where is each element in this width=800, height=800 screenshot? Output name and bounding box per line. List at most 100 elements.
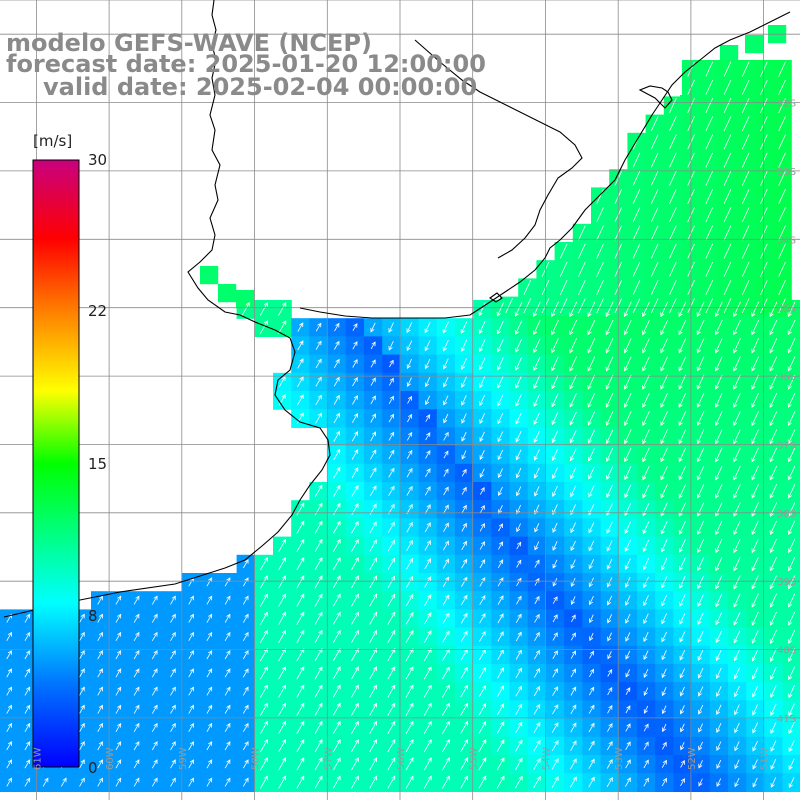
wind-cell <box>345 736 365 756</box>
wind-cell <box>400 736 420 756</box>
wind-arrow <box>751 447 759 463</box>
wind-arrow <box>660 502 668 517</box>
wind-cell <box>473 573 492 592</box>
wind-arrow <box>788 758 795 771</box>
wind-arrow <box>570 650 576 659</box>
wind-arrow <box>596 280 604 295</box>
wind-arrow <box>387 684 396 698</box>
wind-arrow <box>733 319 741 336</box>
wind-arrow <box>278 393 286 406</box>
wind-arrow <box>460 630 468 643</box>
wind-arrow <box>697 575 704 590</box>
wind-arrow <box>351 485 359 497</box>
wind-cell <box>236 554 256 574</box>
wind-arrow <box>569 393 577 408</box>
wind-arrow <box>588 776 595 788</box>
wind-cell <box>546 664 565 683</box>
wind-cell <box>364 536 383 556</box>
wind-cell <box>109 645 128 665</box>
wind-cell <box>182 736 201 756</box>
wind-arrow <box>406 575 414 588</box>
wind-arrow <box>559 298 568 314</box>
wind-cell <box>91 773 110 792</box>
wind-arrow <box>206 686 213 696</box>
wind-arrow <box>551 740 559 752</box>
wind-cell <box>436 518 456 538</box>
wind-cell <box>72 773 92 792</box>
wind-arrow <box>314 775 323 789</box>
wind-arrow <box>715 465 723 481</box>
wind-cell <box>400 409 420 428</box>
wind-cell <box>436 718 456 738</box>
wind-arrow <box>188 741 194 751</box>
wind-cell <box>364 664 383 683</box>
wind-arrow <box>497 613 504 624</box>
wind-arrow <box>460 775 469 789</box>
wind-cell <box>127 609 147 629</box>
wind-cell <box>345 700 365 720</box>
wind-arrow <box>260 720 268 734</box>
wind-arrow <box>515 685 523 697</box>
wind-cell <box>509 554 529 574</box>
wind-arrow <box>569 411 577 426</box>
wind-arrow <box>206 704 213 714</box>
wind-arrow <box>405 648 414 662</box>
wind-arrow <box>606 466 613 480</box>
wind-cell <box>509 682 529 701</box>
wind-cell <box>145 591 165 610</box>
wind-cell <box>18 773 37 792</box>
wind-arrow <box>496 721 505 734</box>
wind-arrow <box>515 412 522 425</box>
wind-arrow <box>552 632 558 641</box>
wind-arrow <box>624 521 631 535</box>
wind-cell <box>218 664 238 683</box>
longitude-label: 57W <box>323 747 334 770</box>
wind-arrow <box>224 595 231 605</box>
wind-arrow <box>605 301 614 318</box>
wind-arrow <box>751 611 759 626</box>
wind-cell <box>455 664 474 683</box>
wind-arrow <box>551 448 559 462</box>
wind-arrow <box>369 593 378 607</box>
wind-arrow <box>296 538 305 552</box>
wind-arrow <box>733 630 741 644</box>
wind-arrow <box>242 759 249 769</box>
wind-arrow <box>559 261 568 277</box>
wind-cell <box>236 736 256 756</box>
wind-arrow <box>351 648 359 662</box>
wind-arrow <box>705 243 714 259</box>
longitude-label: 53W <box>614 747 625 770</box>
wind-arrow <box>669 243 677 259</box>
wind-arrow <box>678 520 686 535</box>
wind-arrow <box>533 721 541 733</box>
wind-cell <box>145 664 165 683</box>
wind-arrow <box>332 775 341 789</box>
wind-arrow <box>570 596 576 605</box>
wind-cell <box>455 482 474 501</box>
wind-arrow <box>224 741 231 751</box>
wind-arrow <box>79 722 85 733</box>
wind-cell <box>564 536 583 556</box>
wind-arrow <box>669 207 677 223</box>
wind-cell <box>455 700 474 720</box>
wind-arrow <box>333 484 341 497</box>
wind-cell <box>546 591 565 610</box>
wind-cell <box>582 682 602 701</box>
wind-cell <box>309 773 329 792</box>
wind-arrow <box>460 757 469 771</box>
wind-arrow <box>778 98 786 113</box>
wind-arrow <box>698 723 704 733</box>
wind-arrow <box>788 575 796 590</box>
wind-arrow <box>741 280 750 295</box>
wind-arrow <box>24 613 31 623</box>
wind-arrow <box>571 614 576 623</box>
wind-arrow <box>296 412 304 424</box>
wind-arrow <box>351 757 359 771</box>
wind-arrow <box>698 741 703 751</box>
wind-arrow <box>607 722 613 732</box>
wind-arrow <box>369 666 378 680</box>
wind-arrow <box>278 320 287 334</box>
wind-arrow <box>787 301 796 318</box>
wind-cell <box>291 409 310 428</box>
